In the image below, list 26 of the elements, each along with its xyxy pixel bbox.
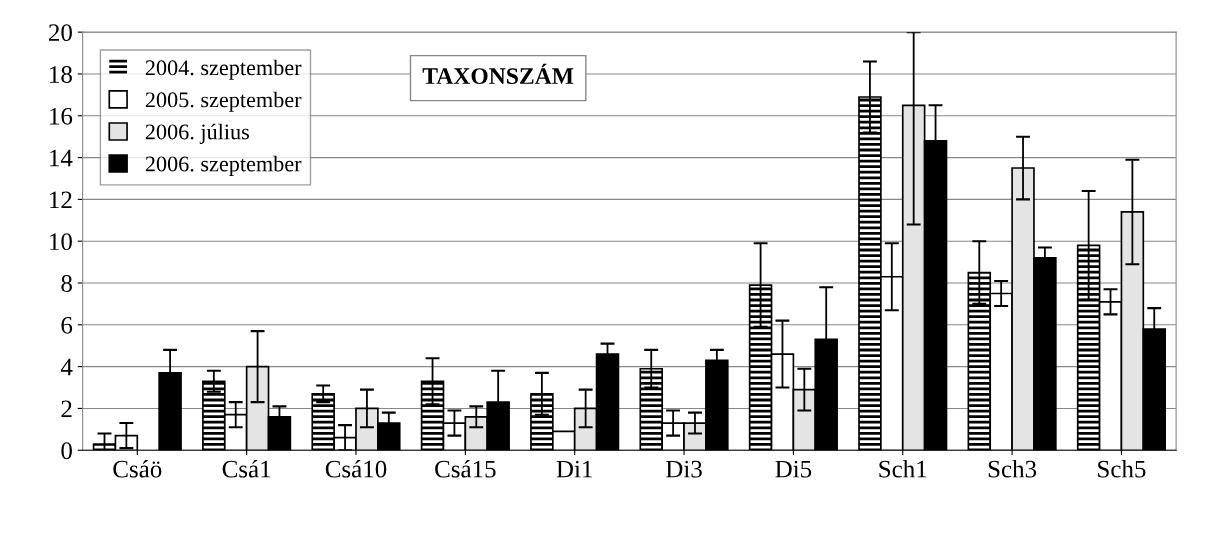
x-tick-label: Csáö (113, 459, 162, 478)
legend-label: 2005. szeptember (145, 91, 302, 112)
x-tick-label: Di1 (556, 460, 592, 478)
x-tick-label: Di3 (666, 460, 702, 478)
x-tick-label: Sch5 (1098, 459, 1146, 478)
y-tick-label: 8 (61, 275, 72, 292)
y-tick-label: 10 (50, 233, 72, 251)
y-tick-label: 18 (50, 66, 72, 83)
x-tick-label: Csá1 (222, 459, 271, 478)
legend-label: 2006. szeptember (145, 155, 302, 176)
y-tick-label: 12 (50, 191, 72, 209)
y-tick-label: 6 (61, 316, 73, 334)
x-tick-label: Di5 (775, 460, 812, 478)
x-tick-label: Csá10 (325, 459, 387, 478)
x-tick-label: Sch3 (988, 459, 1037, 478)
y-tick-label: 4 (60, 358, 73, 376)
x-tick-label: Csá15 (435, 459, 496, 478)
y-tick-label: 0 (61, 442, 72, 460)
legend-label: 2006. július (145, 123, 249, 144)
text: TAXONSZÁM (422, 63, 574, 85)
y-tick-label: 2 (61, 400, 72, 418)
y-tick-label: 16 (50, 107, 73, 125)
y-tick-label: 14 (50, 149, 73, 167)
y-tick-label: 20 (49, 24, 72, 42)
legend-label: 2004. szeptember (145, 59, 302, 80)
x-tick-label: Sch1 (879, 459, 927, 478)
